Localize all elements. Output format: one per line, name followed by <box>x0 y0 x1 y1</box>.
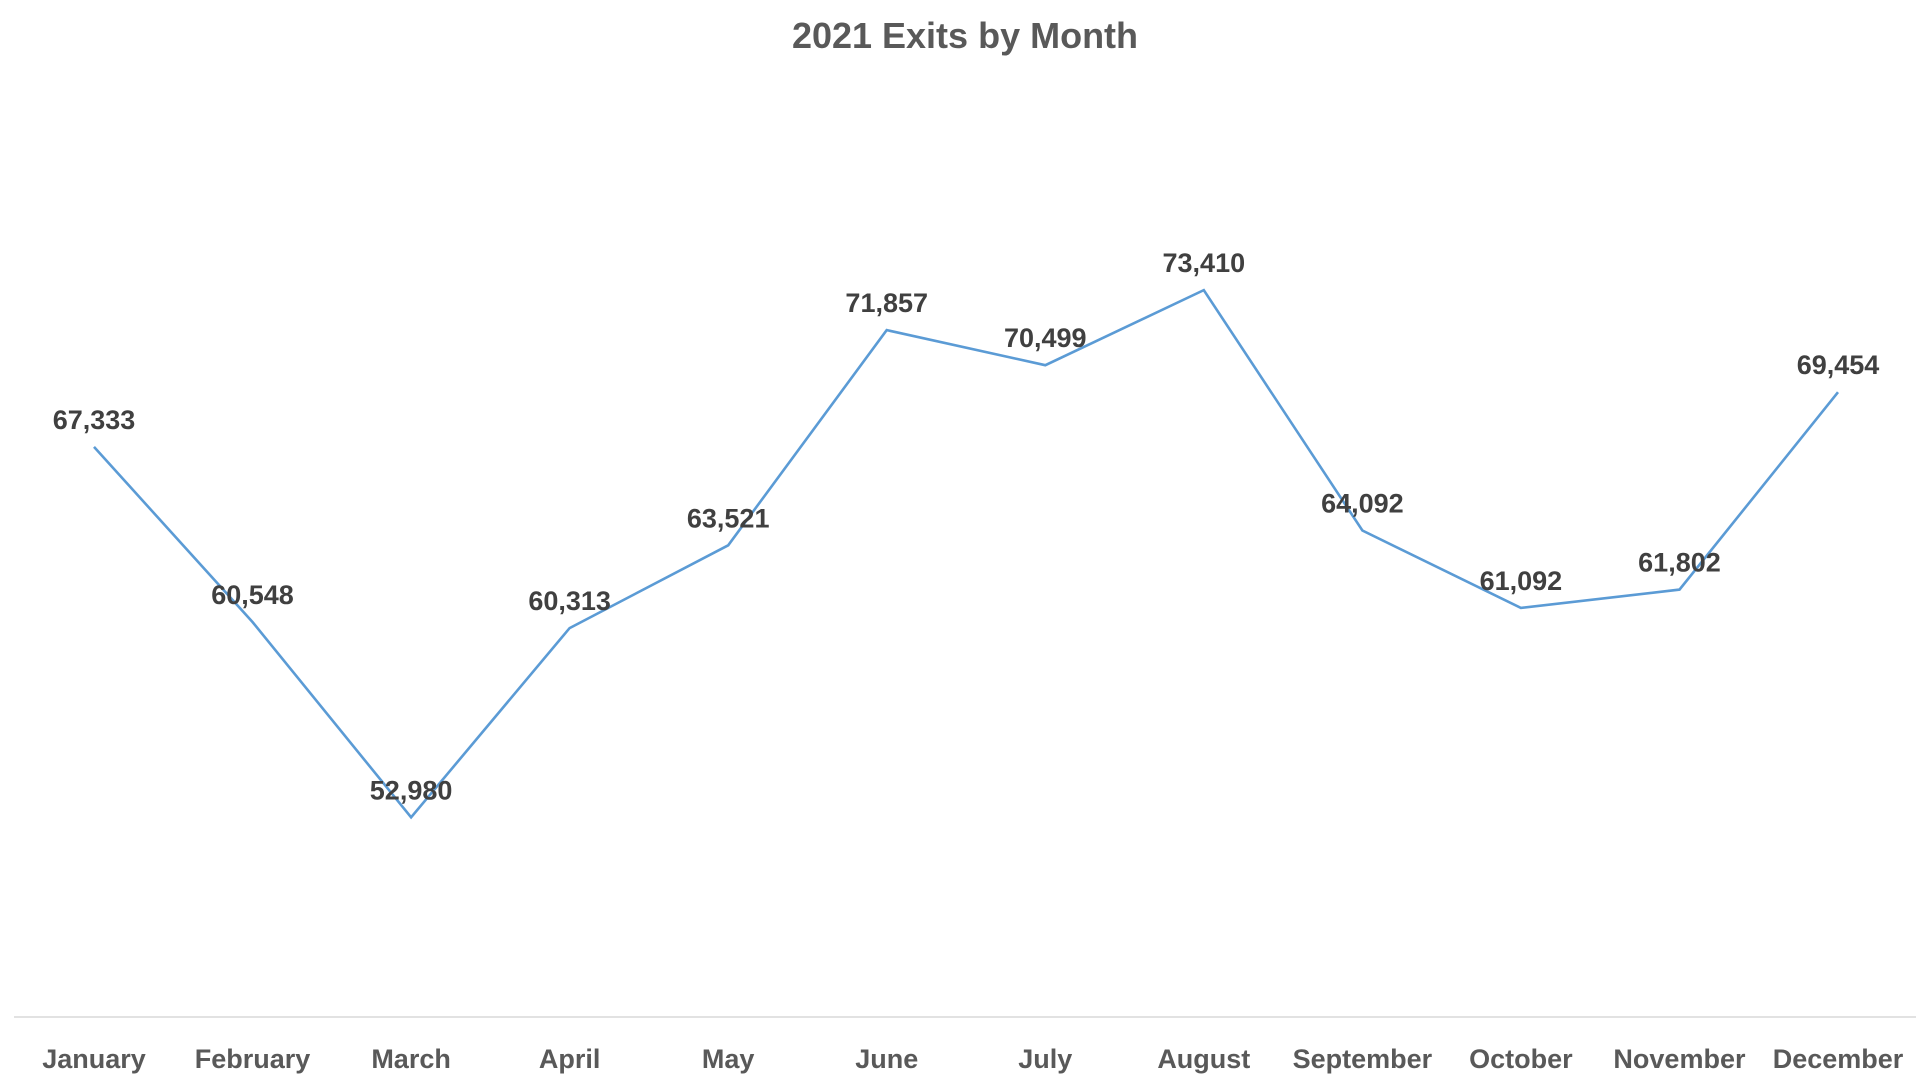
x-tick-label: February <box>195 1044 311 1074</box>
x-axis-tick-labels: January February March April May June July Augu… <box>42 1044 1904 1074</box>
data-label: 70,499 <box>1004 323 1087 353</box>
data-labels: 67,333 60,548 52,980 60,313 63,521 71,857 70,4… <box>53 248 1880 805</box>
data-label: 52,980 <box>370 775 453 805</box>
data-label: 73,410 <box>1163 248 1246 278</box>
x-tick-label: May <box>702 1044 755 1074</box>
data-label: 67,333 <box>53 405 136 435</box>
data-label: 60,548 <box>211 580 294 610</box>
x-tick-label: April <box>539 1044 601 1074</box>
data-label: 61,802 <box>1638 548 1721 578</box>
x-tick-label: October <box>1469 1044 1573 1074</box>
x-tick-label: July <box>1018 1044 1072 1074</box>
x-tick-label: January <box>42 1044 146 1074</box>
data-label: 64,092 <box>1321 489 1404 519</box>
chart-title: 2021 Exits by Month <box>792 15 1138 56</box>
x-tick-label: December <box>1773 1044 1904 1074</box>
data-label: 61,092 <box>1480 566 1563 596</box>
x-tick-label: September <box>1293 1044 1433 1074</box>
data-label: 63,521 <box>687 503 770 533</box>
data-label: 60,313 <box>528 586 611 616</box>
series-line <box>93 288 1840 820</box>
data-label: 71,857 <box>845 288 928 318</box>
data-label: 69,454 <box>1797 350 1880 380</box>
x-tick-label: November <box>1613 1044 1746 1074</box>
x-tick-label: March <box>371 1044 451 1074</box>
x-tick-label: June <box>855 1044 918 1074</box>
x-tick-label: August <box>1157 1044 1250 1074</box>
